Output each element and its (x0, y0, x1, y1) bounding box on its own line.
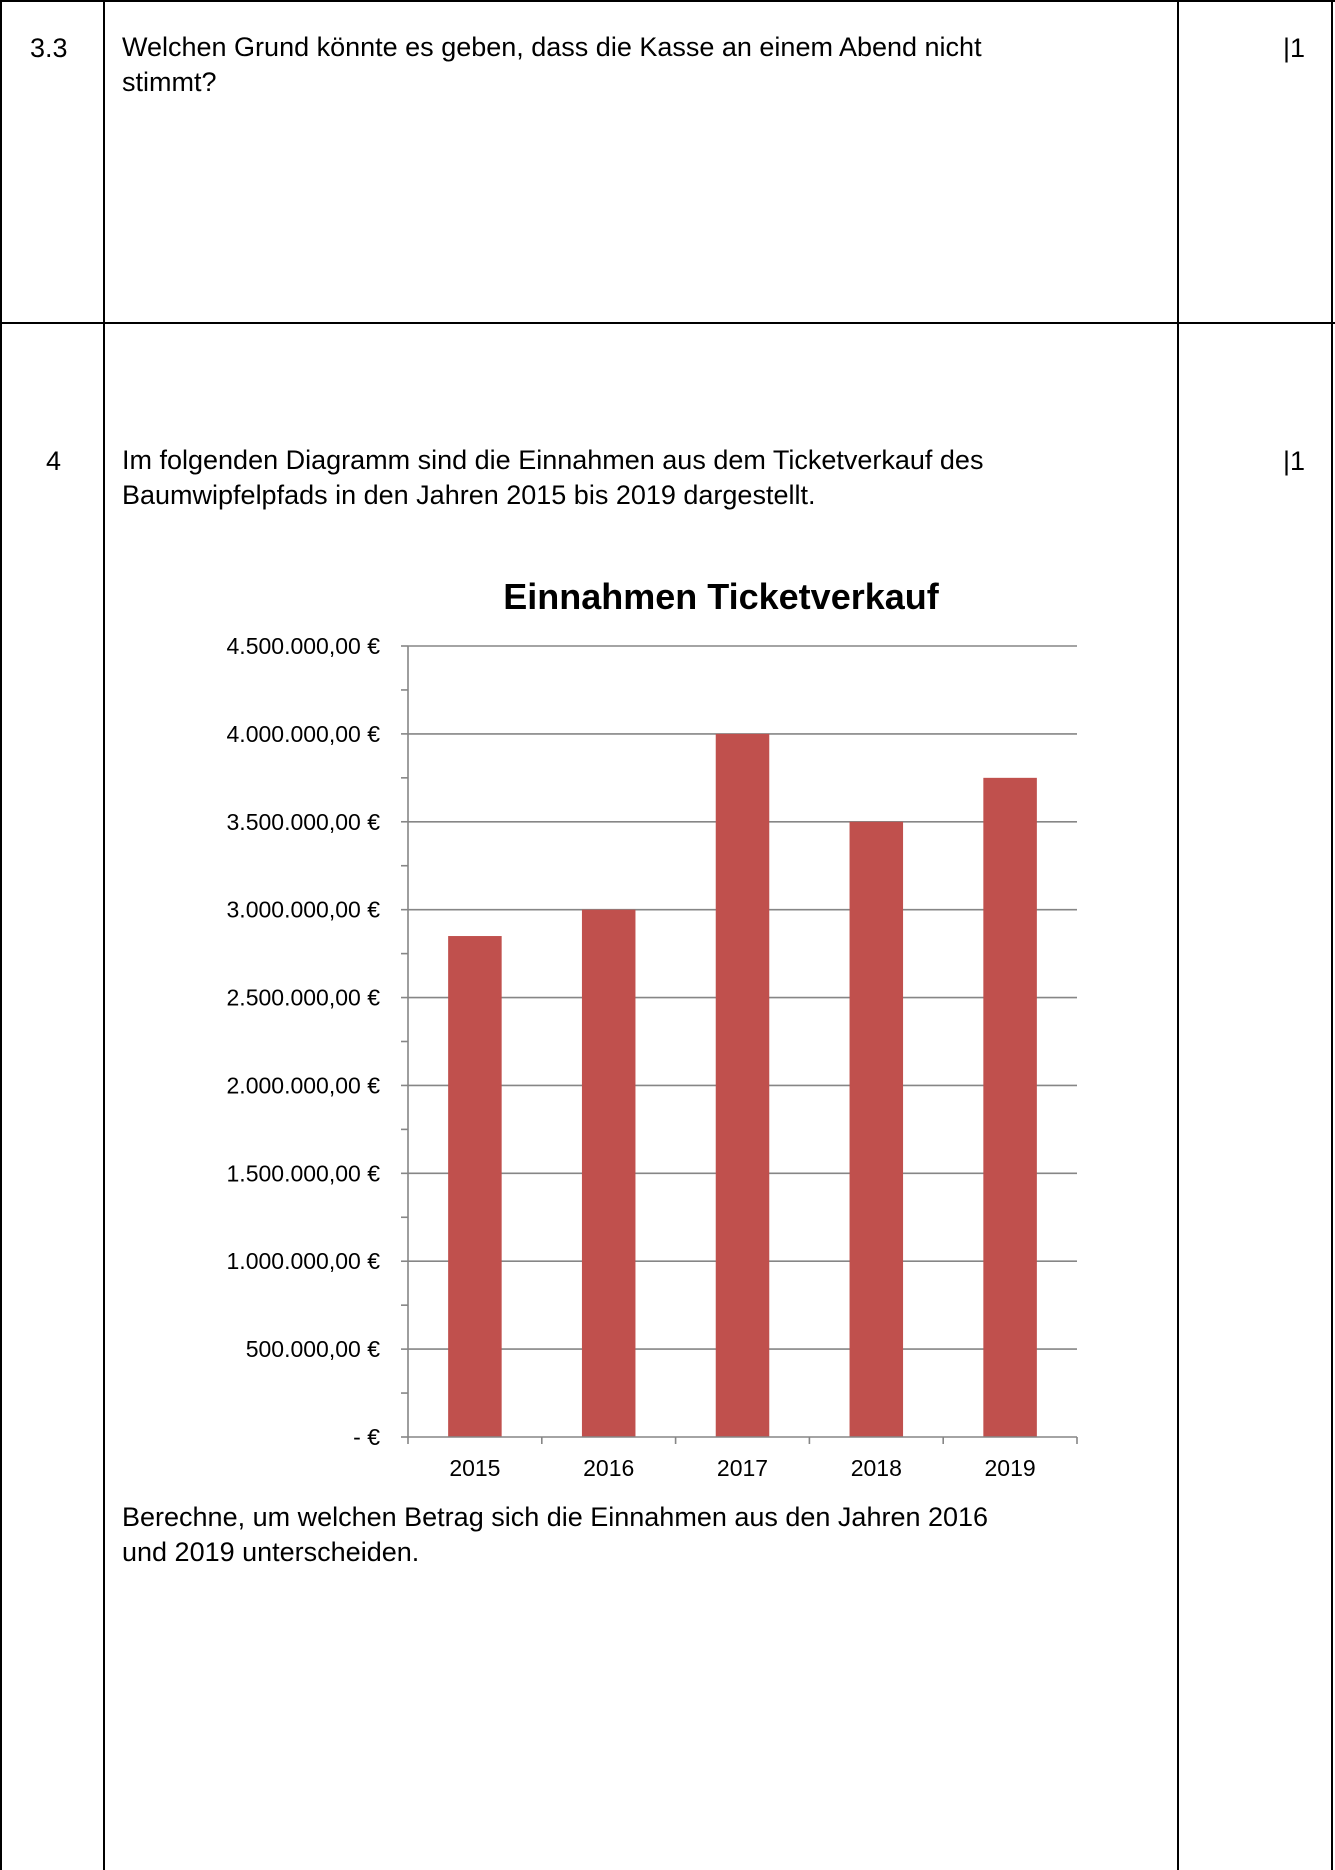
y-tick-label: 1.500.000,00 € (227, 1160, 381, 1186)
table-left-border (0, 0, 2, 1870)
y-tick-label: - € (353, 1424, 380, 1450)
task-text-line: stimmt? (122, 67, 217, 97)
task-points: |1 (1283, 446, 1306, 476)
y-tick-label: 500.000,00 € (246, 1336, 381, 1362)
x-tick-label: 2016 (583, 1455, 634, 1481)
x-tick-label: 2019 (985, 1455, 1036, 1481)
revenue-bar-chart: Einnahmen Ticketverkauf - € 500.000,00 € 1… (227, 576, 1078, 1481)
y-tick-label: 4.500.000,00 € (227, 633, 381, 659)
y-tick-label: 1.000.000,00 € (227, 1248, 381, 1274)
chart-title: Einnahmen Ticketverkauf (503, 576, 940, 617)
y-tick-label: 3.000.000,00 € (227, 897, 381, 923)
task-text-line: Berechne, um welchen Betrag sich die Ein… (122, 1502, 989, 1532)
task-number: 4 (46, 446, 62, 476)
row-divider (0, 322, 1335, 324)
bar-2016 (581, 909, 636, 1437)
y-tick-label: 3.500.000,00 € (227, 809, 381, 835)
x-tick-label: 2015 (449, 1455, 500, 1481)
x-tick-label: 2017 (717, 1455, 768, 1481)
task-text: Im folgenden Diagramm sind die Einnahmen… (122, 443, 1152, 513)
number-column-border (103, 0, 105, 1870)
table-top-border (0, 0, 1335, 2)
x-tick-label: 2018 (851, 1455, 902, 1481)
bar-2018 (849, 821, 904, 1437)
table-right-border (1331, 0, 1333, 1870)
task-points: |1 (1283, 33, 1306, 63)
task-text: Welchen Grund könnte es geben, dass die … (122, 30, 1152, 100)
task-text-line: Welchen Grund könnte es geben, dass die … (122, 32, 982, 62)
points-column-border (1177, 0, 1179, 1870)
bar-2019 (983, 777, 1037, 1437)
task-text-line: Im folgenden Diagramm sind die Einnahmen… (122, 445, 984, 475)
bar-2015 (448, 936, 502, 1437)
task-text: Berechne, um welchen Betrag sich die Ein… (122, 1500, 1152, 1570)
y-tick-label: 2.500.000,00 € (227, 985, 381, 1011)
y-tick-label: 2.000.000,00 € (227, 1072, 381, 1098)
bar-2017 (715, 733, 770, 1437)
task-text-line: und 2019 unterscheiden. (122, 1537, 420, 1567)
task-text-line: Baumwipfelpfads in den Jahren 2015 bis 2… (122, 480, 816, 510)
task-number: 3.3 (30, 33, 68, 63)
y-tick-label: 4.000.000,00 € (227, 721, 381, 747)
